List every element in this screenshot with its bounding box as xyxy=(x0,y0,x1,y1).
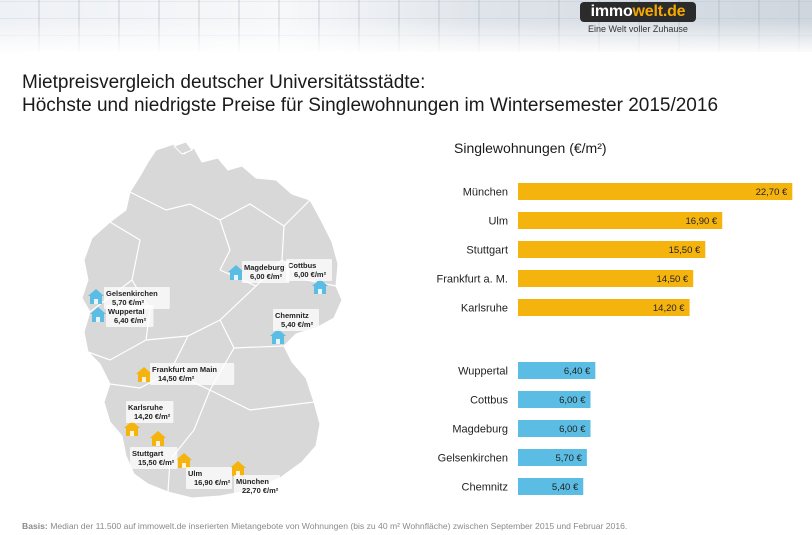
city-name: Cottbus xyxy=(288,261,316,270)
value-label: 15,50 € xyxy=(669,245,701,256)
bar xyxy=(518,183,793,200)
city-price: 6,00 €/m² xyxy=(250,272,283,281)
city-name: Chemnitz xyxy=(275,311,309,320)
bar xyxy=(518,270,694,287)
house-icon xyxy=(230,461,246,476)
city-price: 14,50 €/m² xyxy=(158,374,195,383)
value-label: 14,50 € xyxy=(657,274,689,285)
immowelt-logo[interactable]: immowelt.de xyxy=(580,2,696,22)
city-price: 14,20 €/m² xyxy=(134,412,171,421)
city-name: Gelsenkirchen xyxy=(106,289,158,298)
bar xyxy=(518,362,596,379)
bar xyxy=(518,299,690,316)
value-label: 22,70 € xyxy=(756,187,788,198)
city-name: München xyxy=(236,477,269,486)
value-label: 6,40 € xyxy=(564,366,591,377)
house-icon xyxy=(312,279,328,294)
bar xyxy=(518,449,587,466)
city-price: 5,40 €/m² xyxy=(281,320,314,329)
city-name: Stuttgart xyxy=(132,449,164,458)
city-name: Magdeburg xyxy=(244,263,285,272)
city-name: Frankfurt am Main xyxy=(152,365,217,374)
city-name: Ulm xyxy=(188,469,203,478)
category-label: Frankfurt a. M. xyxy=(436,274,508,286)
value-label: 6,00 € xyxy=(559,424,586,435)
value-label: 6,00 € xyxy=(559,395,586,406)
city-price: 22,70 €/m² xyxy=(242,486,279,495)
house-icon xyxy=(228,265,244,280)
house-icon xyxy=(150,431,166,446)
bar xyxy=(518,478,584,495)
bar xyxy=(518,241,706,258)
page-title-line1: Mietpreisvergleich deutscher Universität… xyxy=(22,72,426,93)
value-label: 14,20 € xyxy=(653,303,685,314)
bar xyxy=(518,391,591,408)
bar-chart: München 22,70 € Ulm 16,90 € Stuttgart 15,50 €… xyxy=(436,183,793,495)
city-price: 6,00 €/m² xyxy=(294,270,327,279)
city-price: 5,70 €/m² xyxy=(112,298,145,307)
value-label: 5,70 € xyxy=(555,453,582,464)
category-label: Chemnitz xyxy=(462,482,508,494)
house-icon xyxy=(88,289,104,304)
chart-title: Singlewohnungen (€/m²) xyxy=(454,140,607,156)
page-title-line2: Höchste und niedrigste Preise für Single… xyxy=(22,95,719,116)
city-name: Wuppertal xyxy=(108,307,145,316)
house-icon xyxy=(124,421,140,436)
category-label: München xyxy=(463,187,508,199)
city-price: 15,50 €/m² xyxy=(138,458,175,467)
house-icon xyxy=(176,453,192,468)
city-price: 16,90 €/m² xyxy=(194,478,231,487)
house-icon xyxy=(136,367,152,382)
city-name: Karlsruhe xyxy=(128,403,163,412)
house-icon xyxy=(90,307,106,322)
value-label: 16,90 € xyxy=(686,216,718,227)
category-label: Stuttgart xyxy=(466,245,508,257)
city-price: 6,40 €/m² xyxy=(114,316,147,325)
bar xyxy=(518,420,591,437)
category-label: Gelsenkirchen xyxy=(438,453,508,465)
footnote: Basis: Median der 11.500 auf immowelt.de… xyxy=(22,521,627,531)
category-label: Wuppertal xyxy=(458,366,508,378)
category-label: Magdeburg xyxy=(452,424,508,436)
bar xyxy=(518,212,723,229)
brand-tagline: Eine Welt voller Zuhause xyxy=(588,24,688,34)
category-label: Ulm xyxy=(488,216,508,228)
category-label: Cottbus xyxy=(470,395,508,407)
footnote-label: Basis: xyxy=(22,521,48,531)
footnote-text: Median der 11.500 auf immowelt.de inseri… xyxy=(50,521,628,531)
house-icon xyxy=(270,329,286,344)
value-label: 5,40 € xyxy=(552,482,579,493)
category-label: Karlsruhe xyxy=(461,303,508,315)
